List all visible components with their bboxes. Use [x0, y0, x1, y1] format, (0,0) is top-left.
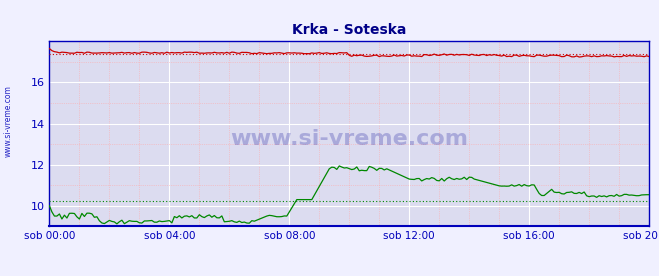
Text: www.si-vreme.com: www.si-vreme.com: [230, 129, 469, 149]
Text: www.si-vreme.com: www.si-vreme.com: [3, 86, 13, 157]
Title: Krka - Soteska: Krka - Soteska: [292, 23, 407, 38]
